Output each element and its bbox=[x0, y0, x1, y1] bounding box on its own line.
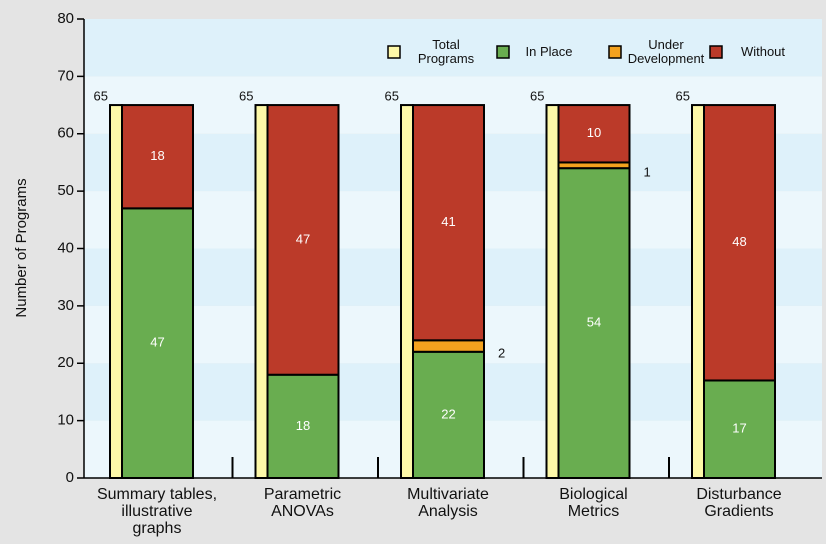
value-label: 2 bbox=[498, 345, 505, 360]
bar-segment bbox=[412, 104, 485, 342]
y-tick-label: 70 bbox=[57, 67, 74, 84]
legend-label: Under Development bbox=[627, 37, 705, 66]
x-tick-label: Multivariate Analysis bbox=[407, 486, 489, 520]
total-value-label: 65 bbox=[239, 89, 253, 104]
value-label: 47 bbox=[296, 231, 310, 246]
y-tick-label: 80 bbox=[57, 10, 74, 27]
total-bar bbox=[545, 104, 560, 479]
legend-swatch bbox=[496, 45, 510, 59]
y-tick-label: 30 bbox=[57, 297, 74, 314]
bar-segment bbox=[266, 104, 340, 376]
total-bar bbox=[400, 104, 414, 479]
bar-segment bbox=[557, 167, 631, 480]
y-tick-label: 0 bbox=[66, 469, 74, 486]
value-label: 48 bbox=[732, 234, 746, 249]
legend-swatch bbox=[387, 45, 401, 59]
total-value-label: 65 bbox=[676, 89, 690, 104]
total-bar bbox=[691, 104, 705, 479]
value-label: 22 bbox=[441, 406, 455, 421]
legend-swatch bbox=[709, 45, 723, 59]
legend-swatch bbox=[608, 45, 622, 59]
value-label: 47 bbox=[150, 335, 164, 350]
value-label: 10 bbox=[587, 125, 601, 140]
y-tick-label: 60 bbox=[57, 125, 74, 142]
legend-label: Total Programs bbox=[417, 37, 475, 66]
value-label: 54 bbox=[587, 315, 601, 330]
x-tick-label: Summary tables, illustrative graphs bbox=[96, 486, 218, 537]
bar-segment bbox=[266, 373, 340, 480]
plot-band bbox=[84, 19, 822, 77]
value-label: 1 bbox=[644, 165, 651, 180]
value-label: 17 bbox=[732, 421, 746, 436]
x-tick-label: Biological Metrics bbox=[559, 486, 628, 520]
value-label: 41 bbox=[441, 214, 455, 229]
x-tick-label: Parametric ANOVAs bbox=[263, 486, 342, 520]
legend-label: Without bbox=[740, 44, 786, 59]
bar-segment bbox=[557, 104, 631, 164]
value-label: 18 bbox=[296, 418, 310, 433]
bar-segment bbox=[412, 339, 485, 353]
bar-segment bbox=[412, 350, 485, 479]
value-label: 18 bbox=[150, 148, 164, 163]
total-value-label: 65 bbox=[385, 89, 399, 104]
bar-segment bbox=[121, 104, 194, 210]
y-tick-label: 20 bbox=[57, 354, 74, 371]
total-bar bbox=[109, 104, 123, 479]
x-tick-label: Disturbance Gradients bbox=[696, 486, 782, 520]
bar-segment bbox=[703, 379, 776, 479]
bar-segment bbox=[703, 104, 776, 382]
y-tick-label: 40 bbox=[57, 239, 74, 256]
total-value-label: 65 bbox=[94, 89, 108, 104]
y-axis-label: Number of Programs bbox=[13, 178, 30, 317]
total-bar bbox=[254, 104, 269, 479]
y-tick-label: 10 bbox=[57, 412, 74, 429]
legend-label: In Place bbox=[525, 44, 573, 59]
y-tick-label: 50 bbox=[57, 182, 74, 199]
total-value-label: 65 bbox=[530, 89, 544, 104]
